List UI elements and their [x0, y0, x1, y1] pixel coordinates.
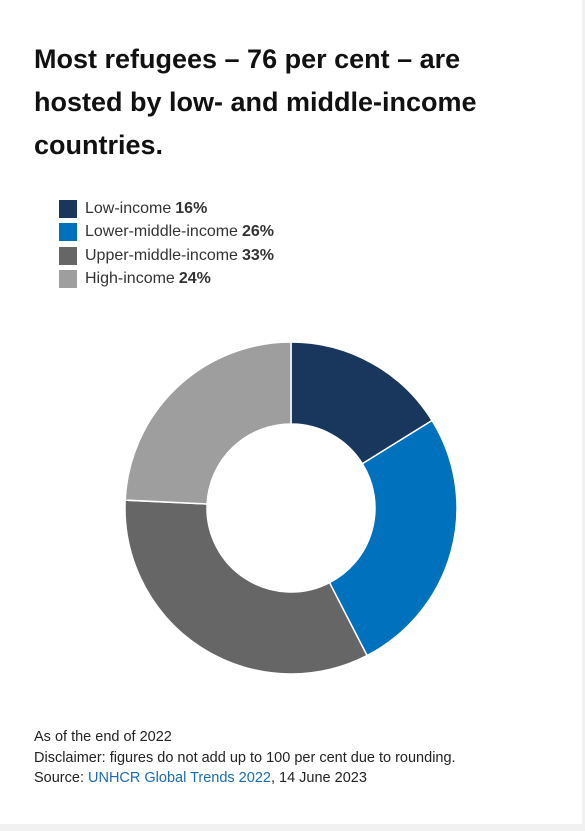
donut-slice-high-income — [124, 341, 292, 505]
legend: Low-income 16% Lower-middle-income 26% U… — [59, 197, 274, 291]
legend-item-upper-middle-income: Upper-middle-income 33% — [59, 244, 274, 268]
as-of-note: As of the end of 2022 — [34, 729, 172, 745]
legend-label: Lower-middle-income — [85, 223, 238, 241]
legend-value: 33% — [241, 246, 274, 264]
source-link[interactable]: UNHCR Global Trends 2022 — [88, 770, 271, 786]
legend-item-lower-middle-income: Lower-middle-income 26% — [59, 221, 274, 245]
chart-title: Most refugees – 76 per cent – are hosted… — [34, 44, 477, 160]
legend-swatch — [59, 199, 77, 218]
legend-label: High-income — [85, 270, 175, 288]
legend-item-high-income: High-income 24% — [59, 268, 274, 292]
disclaimer-note: Disclaimer: figures do not add up to 100… — [34, 749, 456, 766]
source-suffix: , 14 June 2023 — [270, 770, 367, 786]
legend-item-low-income: Low-income 16% — [59, 197, 274, 221]
source-prefix: Source: — [34, 770, 88, 786]
donut-chart — [124, 341, 458, 675]
legend-swatch — [59, 223, 77, 242]
donut-slice-lower-middle-income — [328, 419, 458, 657]
legend-swatch — [59, 270, 77, 289]
legend-label: Upper-middle-income — [85, 246, 238, 264]
donut-slice-upper-middle-income — [124, 499, 369, 675]
source-note: Source: UNHCR Global Trends 2022, 14 Jun… — [34, 768, 456, 789]
legend-swatch — [59, 246, 77, 265]
chart-footer: As of the end of 2022 Disclaimer: figure… — [34, 727, 456, 789]
legend-label: Low-income — [85, 199, 172, 217]
legend-value: 26% — [241, 223, 274, 241]
legend-value: 16% — [175, 199, 208, 217]
legend-value: 24% — [178, 270, 211, 288]
